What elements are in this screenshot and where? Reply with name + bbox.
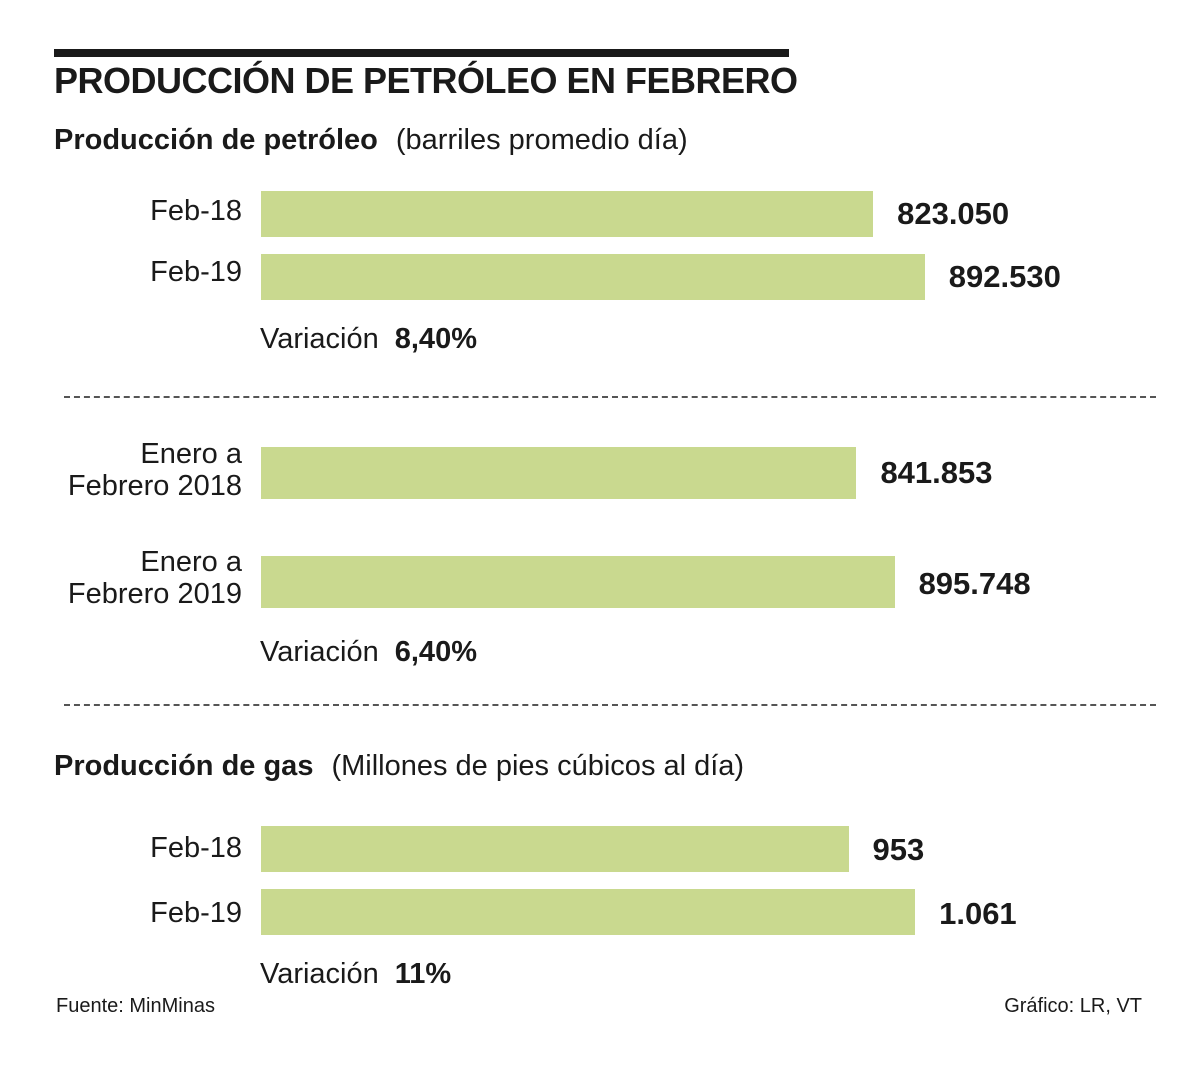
variation-value: 6,40% xyxy=(394,636,477,668)
category-label: Feb-18 xyxy=(150,195,242,227)
section-unit-oil: (barriles promedio día) xyxy=(395,124,688,156)
value-label: 841.853 xyxy=(880,455,993,490)
chart-title: PRODUCCIÓN DE PETRÓLEO EN FEBRERO xyxy=(54,60,798,101)
dashed-divider xyxy=(64,704,1156,706)
value-label: 892.530 xyxy=(948,259,1061,294)
category-label: Enero a Febrero 2019 xyxy=(67,546,242,610)
bar-oil-jan-feb-2018 xyxy=(261,447,857,499)
category-label: Feb-19 xyxy=(150,256,242,288)
title-rule xyxy=(54,49,789,57)
section-title-gas-text: Producción de gas xyxy=(54,750,314,782)
dashed-divider xyxy=(64,396,1156,398)
bar-gas-feb18 xyxy=(261,826,849,872)
variation-label: Variación xyxy=(260,636,379,668)
category-label: Enero a Febrero 2018 xyxy=(67,438,242,502)
value-label: 823.050 xyxy=(897,196,1010,231)
graphic-credit: Gráfico: LR, VT xyxy=(1004,995,1142,1017)
variation-oil-monthly: Variación 8,40% xyxy=(260,323,477,356)
variation-label: Variación xyxy=(260,323,379,355)
bar-gas-feb19 xyxy=(261,889,916,935)
section-unit-gas: (Millones de pies cúbicos al día) xyxy=(331,750,745,782)
variation-oil-ytd: Variación 6,40% xyxy=(260,636,477,669)
section-title-gas: Producción de gas (Millones de pies cúbic… xyxy=(54,750,744,783)
variation-gas: Variación 11% xyxy=(260,958,451,991)
source-note: Fuente: MinMinas xyxy=(56,995,215,1017)
variation-value: 8,40% xyxy=(394,323,477,355)
value-label: 1.061 xyxy=(939,896,1017,931)
category-label: Feb-19 xyxy=(150,897,242,929)
value-label: 895.748 xyxy=(918,566,1031,601)
variation-value: 11% xyxy=(394,958,452,990)
variation-label: Variación xyxy=(260,958,379,990)
value-label: 953 xyxy=(872,832,925,867)
category-label: Feb-18 xyxy=(150,832,242,864)
bar-oil-feb18 xyxy=(261,191,874,237)
section-title-oil: Producción de petróleo (barriles promedio… xyxy=(54,124,688,157)
bar-oil-jan-feb-2019 xyxy=(261,556,895,608)
bar-oil-feb19 xyxy=(261,254,925,300)
section-title-oil-text: Producción de petróleo xyxy=(54,124,378,156)
